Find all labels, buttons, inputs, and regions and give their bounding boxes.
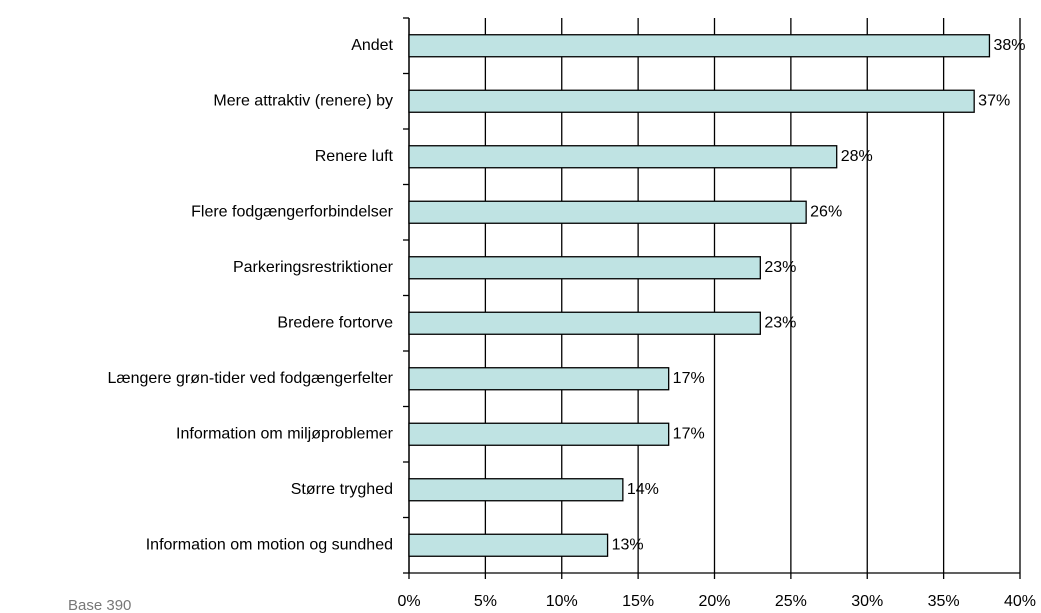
x-tick-label: 40% [1004, 593, 1036, 610]
x-tick-label: 10% [546, 593, 578, 610]
footnote: Base 390 [68, 597, 131, 613]
bar [408, 478, 624, 502]
category-label: Mere attraktiv (renere) by [213, 92, 393, 109]
bar [408, 145, 838, 169]
category-label: Information om motion og sundhed [146, 536, 393, 553]
bar [408, 367, 670, 391]
value-label: 17% [673, 370, 705, 387]
category-label: Længere grøn-tider ved fodgængerfelter [108, 370, 394, 387]
category-label: Bredere fortorve [277, 314, 393, 331]
value-label: 23% [764, 314, 796, 331]
bar [408, 200, 807, 224]
x-tick-label: 20% [698, 593, 730, 610]
value-label: 37% [978, 92, 1010, 109]
x-tick-label: 15% [622, 593, 654, 610]
value-label: 17% [673, 425, 705, 442]
x-tick-label: 0% [397, 593, 420, 610]
bar [408, 89, 975, 113]
category-label: Information om miljøproblemer [176, 425, 394, 442]
category-label: Flere fodgængerforbindelser [191, 203, 394, 220]
bar [408, 34, 991, 58]
value-label: 38% [993, 37, 1025, 54]
x-tick-label: 30% [851, 593, 883, 610]
bar [408, 533, 609, 557]
value-label: 26% [810, 203, 842, 220]
bar [408, 311, 761, 335]
category-label: Større tryghed [291, 481, 393, 498]
value-label: 28% [841, 148, 873, 165]
x-tick-label: 5% [474, 593, 497, 610]
value-label: 14% [627, 481, 659, 498]
x-tick-label: 35% [928, 593, 960, 610]
value-label: 13% [612, 536, 644, 553]
category-label: Parkeringsrestriktioner [233, 259, 394, 276]
category-label: Renere luft [315, 148, 394, 165]
category-label: Andet [351, 37, 393, 54]
bar [408, 422, 670, 446]
bar [408, 256, 761, 280]
value-label: 23% [764, 259, 796, 276]
x-tick-label: 25% [775, 593, 807, 610]
